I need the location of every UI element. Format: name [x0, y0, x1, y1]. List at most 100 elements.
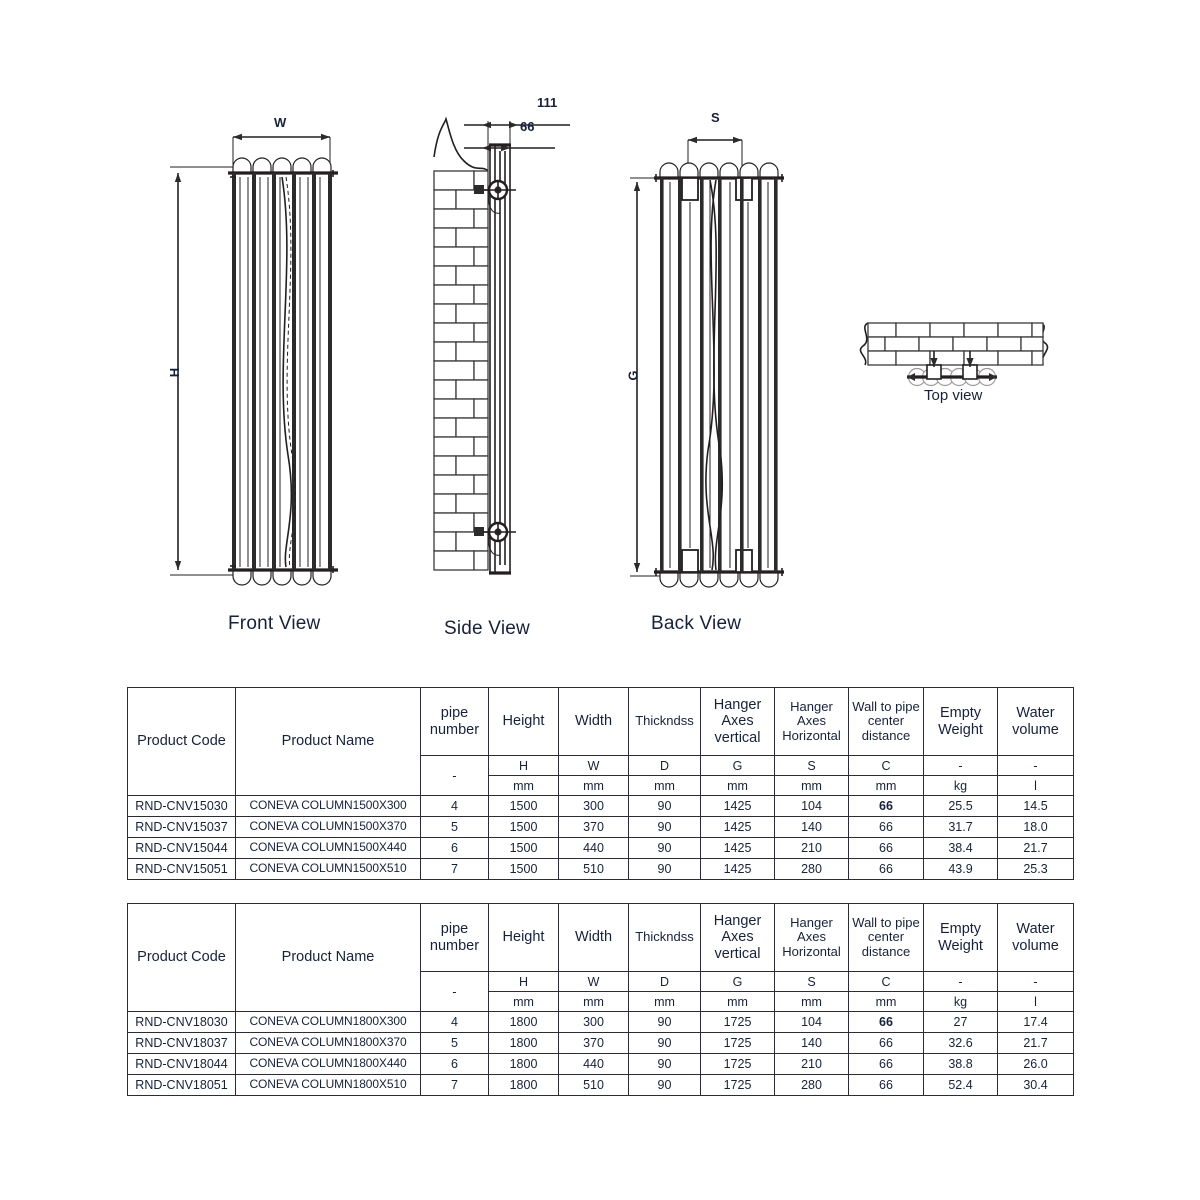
symbol-height: H	[488, 971, 559, 992]
cell-hanger-axes-horizontal: 140	[774, 816, 849, 838]
cell-height: 1500	[488, 795, 559, 817]
unit-width: mm	[558, 775, 629, 796]
unit-wall-to-pipe-center-distance: mm	[848, 991, 924, 1012]
side-view-label: Side View	[444, 618, 530, 639]
cell-product-name: CONEVA COLUMN1800X370	[235, 1032, 421, 1054]
header-wall-to-pipe-center-distance: Wall to pipe center distance	[848, 903, 924, 972]
unit-water-volume: l	[997, 775, 1074, 796]
header-height: Height	[488, 903, 559, 972]
cell-width: 370	[558, 1032, 629, 1054]
cell-product-name: CONEVA COLUMN1800X510	[235, 1074, 421, 1096]
cell-empty-weight: 43.9	[923, 858, 998, 880]
table-unit-row: mm mm mm mm mm mm kg l	[128, 775, 1074, 796]
cell-water-volume: 26.0	[997, 1053, 1074, 1075]
cell-water-volume: 21.7	[997, 1032, 1074, 1054]
unit-empty-weight: kg	[923, 775, 998, 796]
cell-water-volume: 21.7	[997, 837, 1074, 859]
symbol-hanger-axes-horizontal: S	[774, 755, 849, 776]
symbol-height: H	[488, 755, 559, 776]
header-thickness: Thickndss	[628, 903, 701, 972]
table-row: RND-CNV18037 CONEVA COLUMN1800X370 5 180…	[127, 1032, 1074, 1054]
cell-hanger-axes-horizontal: 104	[774, 795, 849, 817]
cell-pipe-number: 4	[420, 1011, 489, 1033]
cell-pipe-number: 7	[420, 858, 489, 880]
header-product-name: Product Name	[235, 903, 421, 1012]
cell-wall-to-pipe-center-distance: 66	[848, 1032, 924, 1054]
symbol-thickness: D	[628, 971, 701, 992]
back-view-drawing	[630, 136, 784, 588]
cell-empty-weight: 52.4	[923, 1074, 998, 1096]
cell-product-name: CONEVA COLUMN1800X440	[235, 1053, 421, 1075]
header-height: Height	[488, 687, 559, 756]
cell-wall-to-pipe-center-distance: 66	[848, 1074, 924, 1096]
cell-wall-to-pipe-center-distance: 66	[848, 1053, 924, 1075]
cell-height: 1800	[488, 1011, 559, 1033]
unit-wall-to-pipe-center-distance: mm	[848, 775, 924, 796]
cell-water-volume: 30.4	[997, 1074, 1074, 1096]
cell-product-name: CONEVA COLUMN1500X370	[235, 816, 421, 838]
cell-empty-weight: 31.7	[923, 816, 998, 838]
cell-height: 1500	[488, 858, 559, 880]
cell-height: 1500	[488, 816, 559, 838]
cell-product-code: RND-CNV18030	[127, 1011, 236, 1033]
cell-thickness: 90	[628, 858, 701, 880]
cell-thickness: 90	[628, 816, 701, 838]
spec-table-1800: Product Code Product Name pipe number He…	[127, 903, 1074, 1096]
cell-wall-to-pipe-center-distance: 66	[848, 1011, 924, 1033]
symbol-thickness: D	[628, 755, 701, 776]
table-row: RND-CNV18030 CONEVA COLUMN1800X300 4 180…	[127, 1011, 1074, 1033]
cell-thickness: 90	[628, 1053, 701, 1075]
cell-width: 300	[558, 1011, 629, 1033]
cell-thickness: 90	[628, 837, 701, 859]
cell-hanger-axes-vertical: 1425	[700, 816, 775, 838]
unit-hanger-axes-horizontal: mm	[774, 991, 849, 1012]
cell-product-code: RND-CNV15051	[127, 858, 236, 880]
unit-height: mm	[488, 775, 559, 796]
table-row: RND-CNV18051 CONEVA COLUMN1800X510 7 180…	[127, 1074, 1074, 1096]
symbol-empty-weight: -	[923, 755, 998, 776]
cell-product-code: RND-CNV18037	[127, 1032, 236, 1054]
side-total-dimension-label: 111	[537, 95, 558, 110]
cell-hanger-axes-horizontal: 210	[774, 1053, 849, 1075]
unit-width: mm	[558, 991, 629, 1012]
cell-water-volume: 18.0	[997, 816, 1074, 838]
cell-empty-weight: 27	[923, 1011, 998, 1033]
table-row: RND-CNV15051 CONEVA COLUMN1500X510 7 150…	[127, 858, 1074, 880]
header-wall-to-pipe-center-distance: Wall to pipe center distance	[848, 687, 924, 756]
front-view-drawing	[170, 133, 338, 586]
header-hanger-axes-horizontal: Hanger Axes Horizontal	[774, 903, 849, 972]
table-symbol-row: - H W D G S C - -	[128, 971, 1074, 1012]
side-view-drawing	[433, 116, 570, 575]
cell-thickness: 90	[628, 1032, 701, 1054]
front-view: W H	[167, 115, 370, 595]
back-view-label: Back View	[651, 613, 742, 634]
cell-hanger-axes-vertical: 1425	[700, 795, 775, 817]
header-product-code: Product Code	[127, 903, 236, 1012]
unit-thickness: mm	[628, 991, 701, 1012]
symbol-empty-weight: -	[923, 971, 998, 992]
cell-wall-to-pipe-center-distance: 66	[848, 795, 924, 817]
cell-pipe-number: 6	[420, 1053, 489, 1075]
cell-width: 300	[558, 795, 629, 817]
cell-hanger-axes-horizontal: 210	[774, 837, 849, 859]
cell-product-name: CONEVA COLUMN1500X510	[235, 858, 421, 880]
cell-wall-to-pipe-center-distance: 66	[848, 816, 924, 838]
table-row: RND-CNV15044 CONEVA COLUMN1500X440 6 150…	[127, 837, 1074, 859]
cell-product-name: CONEVA COLUMN1800X300	[235, 1011, 421, 1033]
cell-width: 510	[558, 858, 629, 880]
header-product-name: Product Name	[235, 687, 421, 796]
cell-width: 440	[558, 1053, 629, 1075]
symbol-wall-to-pipe-center-distance: C	[848, 971, 924, 992]
cell-wall-to-pipe-center-distance: 66	[848, 837, 924, 859]
back-hanger-horizontal-dimension-label: S	[711, 110, 720, 125]
cell-width: 510	[558, 1074, 629, 1096]
unit-hanger-axes-horizontal: mm	[774, 775, 849, 796]
symbol-width: W	[558, 971, 629, 992]
table-row: RND-CNV18044 CONEVA COLUMN1800X440 6 180…	[127, 1053, 1074, 1075]
cell-thickness: 90	[628, 1011, 701, 1033]
symbol-hanger-axes-vertical: G	[700, 971, 775, 992]
top-view-drawing	[859, 322, 1049, 387]
cell-empty-weight: 38.8	[923, 1053, 998, 1075]
spec-table-1500: Product Code Product Name pipe number He…	[127, 687, 1074, 880]
